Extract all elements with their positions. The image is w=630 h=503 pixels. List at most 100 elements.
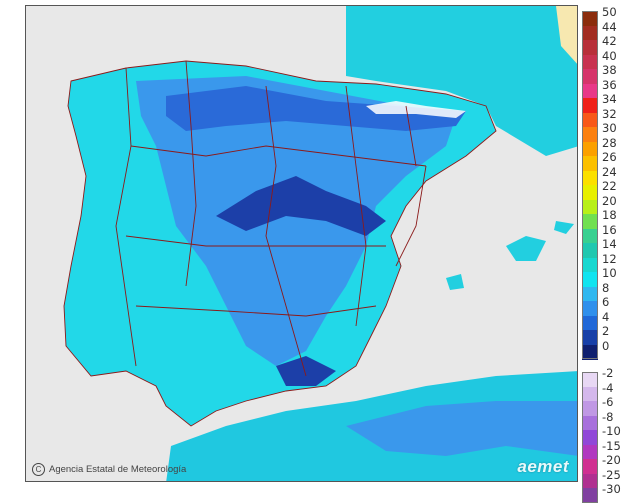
legend-swatch: [582, 401, 598, 416]
legend-entry: 12: [582, 252, 628, 273]
legend-swatch: [582, 386, 598, 402]
legend-swatch: [582, 372, 598, 387]
legend-swatch: [582, 199, 598, 215]
legend-swatch: [582, 141, 598, 157]
legend-label: 0: [602, 338, 610, 353]
legend-label: -6: [602, 395, 614, 409]
legend-entry: -15: [582, 439, 628, 460]
legend-label: 38: [602, 63, 617, 77]
legend-label: 28: [602, 135, 617, 150]
pyrenees-snow: [366, 101, 466, 118]
france-warm-patch: [556, 6, 577, 64]
legend-label: 50: [602, 5, 617, 19]
ibiza: [446, 274, 464, 290]
legend-negative-frame: [582, 372, 598, 503]
legend-swatch: [582, 228, 598, 244]
legend-entry: 50: [582, 5, 628, 26]
legend-swatch: [582, 344, 598, 360]
legend-entry: 26: [582, 150, 628, 171]
legend-entry: -8: [582, 410, 628, 431]
legend-swatch: [582, 98, 598, 113]
legend-swatch: [582, 112, 598, 128]
menorca: [554, 221, 574, 234]
legend-entry: 22: [582, 179, 628, 200]
legend-swatch: [582, 301, 598, 316]
legend-label: 26: [602, 150, 617, 164]
legend-label: 20: [602, 193, 617, 208]
north-mountains-cold: [166, 86, 466, 131]
legend-swatch: [582, 330, 598, 345]
legend-swatch: [582, 257, 598, 273]
sierra-nevada-cold: [276, 356, 336, 386]
legend-label: 32: [602, 106, 617, 121]
legend-entry: -6: [582, 395, 628, 416]
legend-swatch: [582, 127, 598, 142]
legend-label: -30: [602, 482, 621, 496]
legend-entry: 14: [582, 237, 628, 258]
legend-entry: 32: [582, 107, 628, 128]
legend-label: -8: [602, 409, 614, 424]
legend-label: 18: [602, 208, 617, 222]
legend-label: -25: [602, 467, 621, 482]
copyright-icon: C: [32, 463, 45, 476]
legend-swatch: [582, 430, 598, 445]
legend-entry: 4: [582, 310, 628, 331]
legend-label: 10: [602, 266, 617, 280]
credit-line: C Agencia Estatal de Meteorología: [32, 463, 186, 476]
legend-entry: 18: [582, 208, 628, 229]
legend-swatch: [582, 156, 598, 171]
legend-swatch: [582, 214, 598, 229]
legend-entry: 42: [582, 34, 628, 55]
legend-label: 30: [602, 121, 617, 135]
legend-label: 4: [602, 309, 610, 324]
legend-label: 22: [602, 179, 617, 193]
legend-entry: 34: [582, 92, 628, 113]
legend-swatch: [582, 11, 598, 26]
legend-label: 44: [602, 19, 617, 34]
legend-label: 2: [602, 324, 610, 338]
central-range-cold: [216, 176, 386, 236]
legend-swatch: [582, 415, 598, 431]
france-landmass: [346, 6, 577, 156]
legend-label: 12: [602, 251, 617, 266]
legend-entry: 6: [582, 295, 628, 316]
legend-label: -2: [602, 366, 614, 380]
legend-swatch: [582, 25, 598, 41]
legend-entry: -20: [582, 453, 628, 474]
legend-label: 16: [602, 222, 617, 237]
temperature-map: C Agencia Estatal de Meteorología aemet: [25, 5, 578, 482]
temperature-legend: 50 44 42 40 38 36 34 32 30 28 26 24 22 20 18 16 14 12 10 8 6…: [582, 5, 628, 503]
legend-entry: -2: [582, 366, 628, 387]
legend-entry: 40: [582, 49, 628, 70]
legend-label: 36: [602, 77, 617, 92]
legend-label: 42: [602, 34, 617, 48]
legend-swatch: [582, 272, 598, 287]
legend-entry: 28: [582, 136, 628, 157]
aemet-logo: aemet: [517, 457, 569, 476]
legend-entry: 38: [582, 63, 628, 84]
mallorca: [506, 236, 546, 261]
legend-entry: -25: [582, 468, 628, 489]
legend-label: -4: [602, 380, 614, 395]
legend-entry: 2: [582, 324, 628, 345]
legend-label: 24: [602, 164, 617, 179]
legend-entry: 0: [582, 339, 628, 360]
legend-swatch: [582, 54, 598, 70]
legend-label: -15: [602, 438, 621, 453]
legend-swatch: [582, 170, 598, 186]
legend-swatch: [582, 286, 598, 302]
legend-entry: 20: [582, 194, 628, 215]
legend-entry: 30: [582, 121, 628, 142]
legend-positive-frame: [582, 11, 598, 359]
map-canvas: [26, 6, 577, 481]
legend-label: 40: [602, 48, 617, 63]
legend-entry: 44: [582, 20, 628, 41]
legend-swatch: [582, 459, 598, 474]
legend-label: 8: [602, 280, 610, 295]
legend-entry: 10: [582, 266, 628, 287]
credit-text: Agencia Estatal de Meteorología: [49, 464, 187, 475]
legend-swatch: [582, 83, 598, 99]
legend-label: -20: [602, 453, 621, 467]
atlas-cool: [346, 401, 577, 456]
legend-swatch: [582, 444, 598, 460]
